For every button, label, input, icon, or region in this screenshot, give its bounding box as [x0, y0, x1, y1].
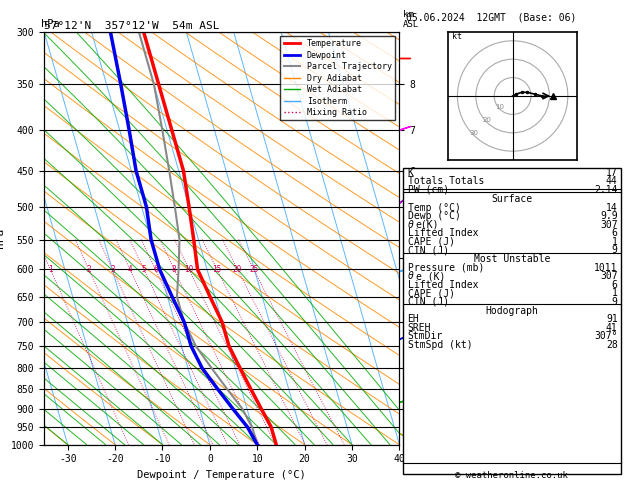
Text: 30: 30 — [469, 130, 479, 136]
Text: Surface: Surface — [491, 194, 532, 205]
Text: e (K): e (K) — [416, 271, 445, 281]
Text: 20: 20 — [482, 117, 491, 123]
Text: 44: 44 — [606, 176, 618, 186]
Text: 1: 1 — [612, 237, 618, 247]
Text: 17: 17 — [606, 168, 618, 178]
Text: 20: 20 — [233, 265, 242, 274]
Text: CIN (J): CIN (J) — [408, 297, 448, 307]
Text: 57°12'N  357°12'W  54m ASL: 57°12'N 357°12'W 54m ASL — [44, 21, 220, 31]
Y-axis label: Mixing Ratio (g/kg): Mixing Ratio (g/kg) — [418, 187, 427, 289]
Text: 10: 10 — [184, 265, 194, 274]
Text: 1: 1 — [612, 288, 618, 298]
Text: θ: θ — [408, 271, 413, 281]
Text: 4: 4 — [128, 265, 132, 274]
Text: e(K): e(K) — [416, 220, 439, 230]
Text: 05.06.2024  12GMT  (Base: 06): 05.06.2024 12GMT (Base: 06) — [406, 12, 576, 22]
Text: Most Unstable: Most Unstable — [474, 254, 550, 264]
Text: 5: 5 — [142, 265, 146, 274]
Text: 1: 1 — [48, 265, 53, 274]
Text: 2.14: 2.14 — [594, 185, 618, 195]
Text: CIN (J): CIN (J) — [408, 245, 448, 256]
Text: Dewp (°C): Dewp (°C) — [408, 211, 460, 222]
Text: 6: 6 — [612, 228, 618, 239]
Text: 14: 14 — [606, 203, 618, 213]
Text: EH: EH — [408, 314, 420, 324]
Text: 307: 307 — [600, 271, 618, 281]
Text: 25: 25 — [249, 265, 259, 274]
Text: 307: 307 — [600, 220, 618, 230]
X-axis label: Dewpoint / Temperature (°C): Dewpoint / Temperature (°C) — [137, 470, 306, 480]
Text: LCL: LCL — [402, 426, 417, 435]
Text: StmDir: StmDir — [408, 331, 443, 341]
Text: PW (cm): PW (cm) — [408, 185, 448, 195]
Text: 307°: 307° — [594, 331, 618, 341]
Y-axis label: hPa: hPa — [0, 228, 5, 248]
Text: © weatheronline.co.uk: © weatheronline.co.uk — [455, 471, 568, 480]
Text: θ: θ — [408, 220, 413, 230]
Text: Totals Totals: Totals Totals — [408, 176, 484, 186]
Text: 10: 10 — [495, 104, 504, 110]
Text: 9.9: 9.9 — [600, 211, 618, 222]
Text: kt: kt — [452, 32, 462, 41]
Text: K: K — [408, 168, 413, 178]
Text: 9: 9 — [612, 245, 618, 256]
Text: StmSpd (kt): StmSpd (kt) — [408, 340, 472, 350]
Text: 9: 9 — [612, 297, 618, 307]
Text: Lifted Index: Lifted Index — [408, 228, 478, 239]
Text: 41: 41 — [606, 323, 618, 333]
Text: CAPE (J): CAPE (J) — [408, 288, 455, 298]
Text: CAPE (J): CAPE (J) — [408, 237, 455, 247]
Text: Lifted Index: Lifted Index — [408, 280, 478, 290]
Text: 1011: 1011 — [594, 263, 618, 273]
Text: 8: 8 — [172, 265, 177, 274]
Text: 2: 2 — [86, 265, 91, 274]
Text: SREH: SREH — [408, 323, 431, 333]
Text: Pressure (mb): Pressure (mb) — [408, 263, 484, 273]
Text: 6: 6 — [153, 265, 158, 274]
Text: km
ASL: km ASL — [403, 11, 419, 29]
Text: 28: 28 — [606, 340, 618, 350]
Text: 91: 91 — [606, 314, 618, 324]
Text: 3: 3 — [110, 265, 115, 274]
Text: 15: 15 — [213, 265, 221, 274]
Text: hPa: hPa — [41, 19, 60, 29]
Text: Hodograph: Hodograph — [485, 306, 538, 316]
Text: Temp (°C): Temp (°C) — [408, 203, 460, 213]
Text: 6: 6 — [612, 280, 618, 290]
Legend: Temperature, Dewpoint, Parcel Trajectory, Dry Adiabat, Wet Adiabat, Isotherm, Mi: Temperature, Dewpoint, Parcel Trajectory… — [281, 36, 395, 121]
